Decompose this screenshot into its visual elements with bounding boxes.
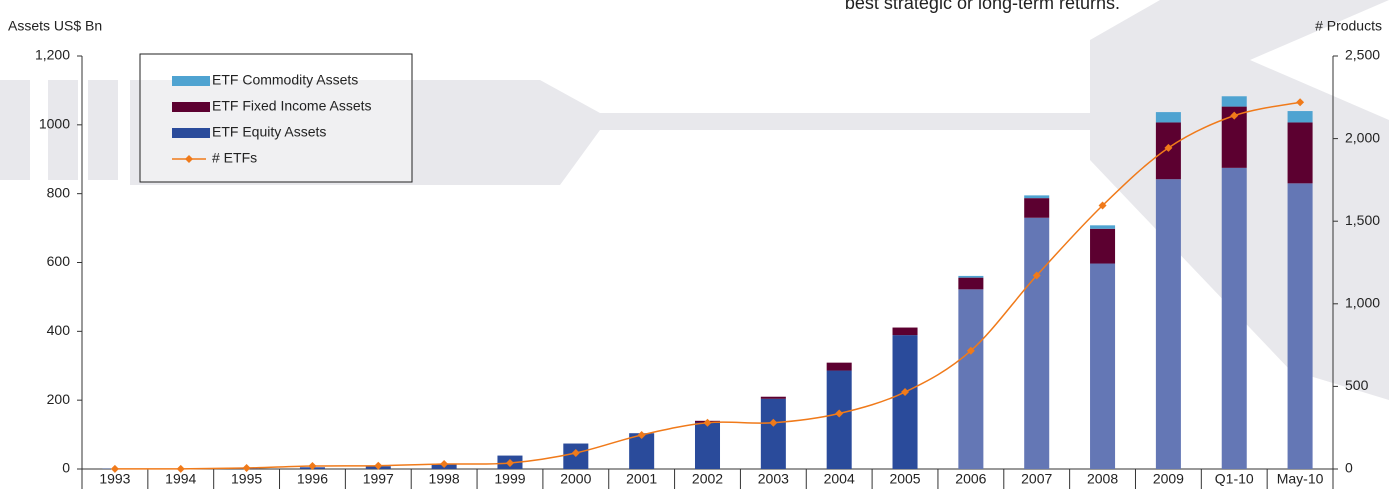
x-tick-label: 2005 bbox=[889, 471, 920, 487]
bar-segment bbox=[1024, 218, 1049, 469]
bar-segment bbox=[1288, 122, 1313, 183]
y-tick-label: 0 bbox=[62, 460, 70, 476]
x-tick-label: 1999 bbox=[494, 471, 525, 487]
x-tick-label: 2003 bbox=[758, 471, 789, 487]
legend-swatch bbox=[172, 76, 210, 86]
bar-segment bbox=[1090, 229, 1115, 264]
y2-tick-label: 2,500 bbox=[1345, 47, 1380, 63]
x-tick-label: May-10 bbox=[1277, 471, 1324, 487]
x-tick-label: 2004 bbox=[824, 471, 855, 487]
annotation: best strategic or long-term returns. bbox=[845, 0, 1120, 13]
x-tick-label: 2006 bbox=[955, 471, 986, 487]
bar-segment bbox=[1090, 264, 1115, 469]
chart: best strategic or long-term returns. Ass… bbox=[0, 0, 1389, 489]
y-tick-label: 800 bbox=[47, 184, 71, 200]
y2-axis-title: # Products bbox=[1315, 18, 1382, 34]
bar-segment bbox=[893, 328, 918, 336]
x-tick-label: 1996 bbox=[297, 471, 328, 487]
x-tick-label: 1997 bbox=[363, 471, 394, 487]
bar-segment bbox=[695, 423, 720, 469]
y2-tick-label: 1,500 bbox=[1345, 212, 1380, 228]
bar-segment bbox=[1090, 225, 1115, 228]
bar-segment bbox=[761, 397, 786, 399]
y-axis-title: Assets US$ Bn bbox=[8, 18, 102, 34]
legend-label: # ETFs bbox=[212, 150, 257, 166]
bar-segment bbox=[1024, 195, 1049, 198]
bar-segment bbox=[827, 371, 852, 469]
bar-segment bbox=[958, 276, 983, 278]
x-tick-label: 1995 bbox=[231, 471, 262, 487]
x-tick-label: 2009 bbox=[1153, 471, 1184, 487]
y-tick-label: 400 bbox=[47, 322, 71, 338]
bar-segment bbox=[1156, 179, 1181, 469]
bar-segment bbox=[761, 399, 786, 469]
legend-label: ETF Fixed Income Assets bbox=[212, 98, 372, 114]
x-tick-label: 1993 bbox=[99, 471, 130, 487]
bar-segment bbox=[893, 335, 918, 469]
bar-segment bbox=[1222, 168, 1247, 469]
legend-swatch bbox=[172, 102, 210, 112]
x-tick-label: 2000 bbox=[560, 471, 591, 487]
bar-segment bbox=[827, 363, 852, 371]
x-tick-label: 2001 bbox=[626, 471, 657, 487]
bar-segment bbox=[1288, 183, 1313, 469]
x-tick-label: 2002 bbox=[692, 471, 723, 487]
x-tick-label: Q1-10 bbox=[1215, 471, 1254, 487]
bar-segment bbox=[958, 278, 983, 290]
x-tick-label: 1994 bbox=[165, 471, 196, 487]
legend-swatch bbox=[172, 128, 210, 138]
x-tick-label: 2008 bbox=[1087, 471, 1118, 487]
y-tick-label: 600 bbox=[47, 253, 71, 269]
y2-tick-label: 2,000 bbox=[1345, 129, 1380, 145]
y-tick-label: 1000 bbox=[39, 116, 70, 132]
y2-tick-label: 0 bbox=[1345, 460, 1353, 476]
legend-label: ETF Commodity Assets bbox=[212, 72, 358, 88]
bar-segment bbox=[1288, 111, 1313, 122]
y2-tick-label: 500 bbox=[1345, 377, 1369, 393]
y-tick-label: 200 bbox=[47, 391, 71, 407]
bar-segment bbox=[958, 289, 983, 469]
bar-segment bbox=[1222, 96, 1247, 106]
y-tick-label: 1,200 bbox=[35, 47, 70, 63]
y2-tick-label: 1,000 bbox=[1345, 295, 1380, 311]
bar-segment bbox=[1156, 112, 1181, 122]
legend-label: ETF Equity Assets bbox=[212, 124, 326, 140]
x-tick-label: 2007 bbox=[1021, 471, 1052, 487]
x-tick-label: 1998 bbox=[429, 471, 460, 487]
bar-segment bbox=[1024, 198, 1049, 218]
